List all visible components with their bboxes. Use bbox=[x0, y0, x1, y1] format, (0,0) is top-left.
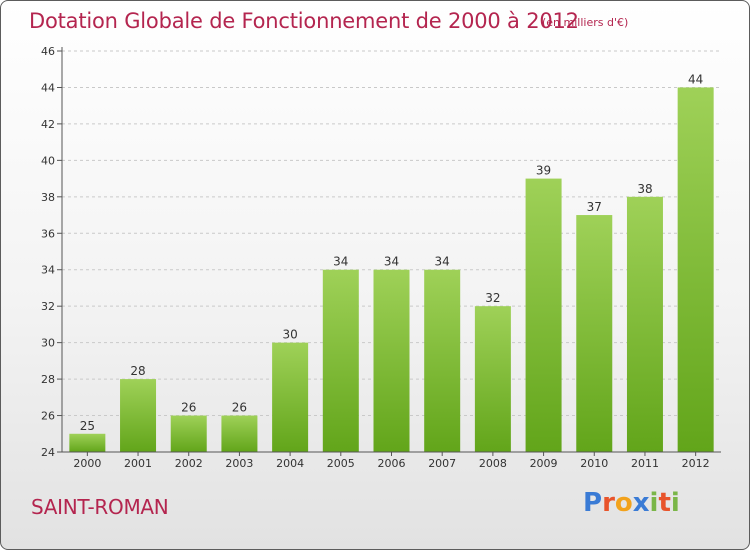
y-tick-label: 32 bbox=[41, 300, 55, 313]
bar bbox=[170, 415, 207, 452]
x-tick-label: 2011 bbox=[631, 457, 659, 470]
axes bbox=[57, 47, 721, 456]
labels: 24 26 28 30 32 34 36 38 40 42 44 46 25 2000 28 2001 26 20… bbox=[41, 45, 710, 470]
bar bbox=[322, 269, 359, 452]
y-tick-label: 28 bbox=[41, 373, 55, 386]
proxiti-logo: Proxiti bbox=[583, 488, 680, 518]
y-tick-label: 30 bbox=[41, 337, 55, 350]
y-tick-label: 44 bbox=[41, 81, 55, 94]
bar bbox=[626, 196, 663, 452]
bars bbox=[69, 87, 714, 453]
data-label: 25 bbox=[80, 419, 95, 433]
logo-letter: o bbox=[614, 488, 633, 518]
data-label: 26 bbox=[232, 401, 247, 415]
bar bbox=[373, 269, 410, 452]
y-tick-label: 46 bbox=[41, 45, 55, 58]
y-tick-label: 24 bbox=[41, 446, 55, 459]
data-label: 34 bbox=[435, 255, 450, 269]
bar bbox=[576, 215, 613, 452]
data-label: 44 bbox=[688, 72, 703, 86]
data-label: 34 bbox=[384, 255, 399, 269]
x-tick-label: 2006 bbox=[378, 457, 406, 470]
data-label: 28 bbox=[130, 364, 145, 378]
data-label: 26 bbox=[181, 401, 196, 415]
x-tick-label: 2005 bbox=[327, 457, 355, 470]
bar bbox=[677, 87, 714, 453]
y-tick-label: 34 bbox=[41, 264, 55, 277]
logo-letter: i bbox=[670, 488, 680, 518]
x-tick-label: 2012 bbox=[682, 457, 710, 470]
data-label: 32 bbox=[485, 291, 500, 305]
bar bbox=[120, 379, 157, 452]
commune-name: SAINT-ROMAN bbox=[31, 495, 169, 519]
x-tick-label: 2010 bbox=[580, 457, 608, 470]
bar bbox=[525, 178, 562, 452]
data-label: 34 bbox=[333, 255, 348, 269]
logo-letter: r bbox=[602, 488, 615, 518]
bar bbox=[474, 306, 511, 452]
x-tick-label: 2004 bbox=[276, 457, 304, 470]
x-tick-label: 2000 bbox=[73, 457, 101, 470]
logo-letter: P bbox=[583, 488, 603, 518]
x-tick-label: 2001 bbox=[124, 457, 152, 470]
unit-note: (en milliers d'€) bbox=[542, 16, 629, 29]
logo-letter: i bbox=[649, 488, 659, 518]
bar bbox=[272, 342, 309, 452]
logo-letter: t bbox=[658, 488, 671, 518]
y-tick-label: 26 bbox=[41, 410, 55, 423]
data-label: 39 bbox=[536, 164, 551, 178]
bar bbox=[424, 269, 461, 452]
x-tick-label: 2003 bbox=[225, 457, 253, 470]
y-tick-label: 40 bbox=[41, 154, 55, 167]
x-tick-label: 2009 bbox=[530, 457, 558, 470]
x-tick-label: 2008 bbox=[479, 457, 507, 470]
y-tick-label: 42 bbox=[41, 118, 55, 131]
data-label: 38 bbox=[637, 182, 652, 196]
x-tick-label: 2002 bbox=[175, 457, 203, 470]
y-tick-label: 38 bbox=[41, 191, 55, 204]
y-tick-label: 36 bbox=[41, 227, 55, 240]
data-label: 30 bbox=[282, 328, 297, 342]
data-label: 37 bbox=[587, 200, 602, 214]
chart-title: Dotation Globale de Fonctionnement de 20… bbox=[29, 9, 579, 33]
bar bbox=[221, 415, 258, 452]
logo-letter: x bbox=[632, 488, 650, 518]
x-tick-label: 2007 bbox=[428, 457, 456, 470]
bar bbox=[69, 433, 106, 452]
